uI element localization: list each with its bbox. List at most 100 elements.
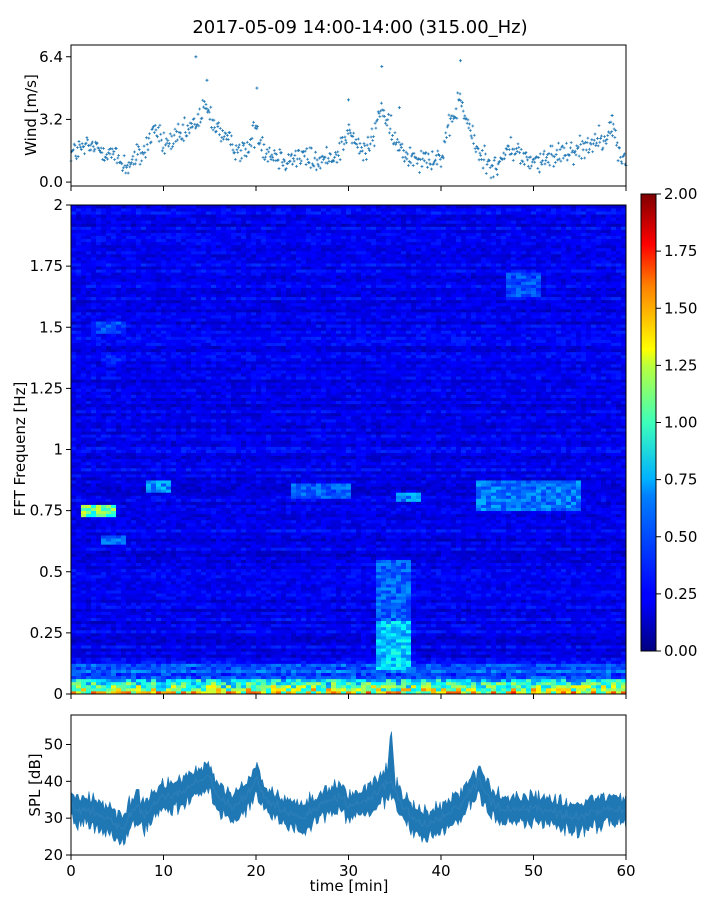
spectrogram-cell <box>461 648 467 652</box>
spectrogram-cell <box>411 608 417 612</box>
spectrogram-cell <box>586 632 592 637</box>
spectrogram-cell <box>461 654 467 658</box>
spectrogram-cell <box>456 593 462 597</box>
wind-point <box>237 145 240 149</box>
spectrogram-cell <box>471 684 477 689</box>
spectrogram-cell <box>161 672 167 677</box>
spectrogram-cell <box>411 611 417 615</box>
wind-point <box>448 134 452 138</box>
spectrogram-cell <box>576 660 582 664</box>
wind-point <box>387 131 391 135</box>
wind-point <box>400 142 404 146</box>
spectrogram-cell <box>561 632 567 637</box>
spectrogram-cell <box>591 635 597 640</box>
spectrogram-cell <box>116 690 122 695</box>
spectrogram-cell <box>541 645 547 649</box>
spectrogram-cell <box>276 605 282 609</box>
spectrogram-cell <box>611 632 617 637</box>
spectrogram-cell <box>161 614 167 618</box>
spectrogram-cell <box>541 577 547 582</box>
spectrogram-cell <box>261 678 267 683</box>
spectrogram-cell <box>461 583 467 588</box>
spectrogram-cell <box>476 583 482 588</box>
spectrogram-cell <box>121 587 127 591</box>
spectrogram-cell <box>166 602 172 606</box>
wind-point <box>185 134 189 138</box>
wind-point <box>307 161 311 165</box>
spectrogram-cell <box>101 651 107 655</box>
spectrogram-cell <box>141 574 147 579</box>
spectrogram-cell <box>496 678 502 683</box>
spectrogram-cell <box>261 648 267 652</box>
spectrogram-cell <box>501 620 507 625</box>
spectrogram-cell <box>76 593 82 597</box>
spectrogram-cell <box>441 605 447 609</box>
spectrogram-cell <box>256 590 262 594</box>
spectrogram-cell <box>496 608 502 612</box>
spectrogram-cell <box>486 617 492 622</box>
spectrogram-cell <box>581 599 587 603</box>
wind-point <box>289 154 293 158</box>
spectrogram-cell <box>296 593 302 597</box>
wind-point <box>324 161 328 165</box>
spectrogram-cell <box>581 666 587 670</box>
spectrogram-cell <box>276 599 282 603</box>
spectrogram-cell <box>376 577 382 582</box>
spectrogram-cell <box>536 651 542 655</box>
spectrogram-cell <box>366 657 372 661</box>
wind-point <box>388 127 392 131</box>
spectrogram-cell <box>191 663 197 667</box>
spectrogram-cell <box>246 620 252 625</box>
spectrogram-cell <box>141 580 147 585</box>
spectrogram-cell <box>326 587 332 591</box>
spectrogram-cell <box>591 632 597 637</box>
spectrogram-cell <box>96 596 102 600</box>
spectrogram-cell <box>496 666 502 670</box>
spectrogram-cell <box>96 638 102 643</box>
spectrogram-cell <box>476 648 482 652</box>
spectrogram-cell <box>236 577 242 582</box>
spectrogram-cell <box>91 638 97 643</box>
spectrogram-cell <box>106 690 112 695</box>
spectrogram-cell <box>501 681 507 686</box>
spectrogram-cell <box>251 580 257 585</box>
spectrogram-cell <box>416 605 422 609</box>
spectrogram-cell <box>421 626 427 631</box>
spectrogram-cell <box>256 587 262 591</box>
spectrogram-cell <box>186 687 192 692</box>
spectrogram-cell <box>451 614 457 618</box>
spectrogram-cell <box>516 684 522 689</box>
spectrogram-cell <box>126 687 132 692</box>
spectrogram-cell <box>306 587 312 591</box>
spectrogram-cell <box>266 602 272 606</box>
spectrogram-cell <box>141 623 147 628</box>
spectrogram-cell <box>116 666 122 670</box>
spectrogram-cell <box>466 690 472 695</box>
wind-point <box>485 163 489 166</box>
spectrogram-cell <box>356 687 362 692</box>
spectrogram-cell <box>471 587 477 591</box>
wind-point <box>314 150 317 154</box>
spectrogram-cell <box>566 611 572 615</box>
spectrogram-cell <box>621 626 627 631</box>
spectrogram-cell <box>171 577 177 582</box>
spectrogram-cell <box>616 675 622 680</box>
spectrogram-cell <box>601 577 607 582</box>
spectrogram-cell <box>566 663 572 667</box>
spectrogram-cell <box>341 593 347 597</box>
spectrogram-cell <box>301 593 307 597</box>
wind-point <box>415 162 419 166</box>
spectrogram-cell <box>266 626 272 631</box>
wind-point <box>156 126 160 129</box>
spectrogram-cell <box>396 577 402 582</box>
spectrogram-cell <box>276 654 282 658</box>
wind-point <box>273 151 277 155</box>
spectrogram-cell <box>261 681 267 686</box>
spectrogram-cell <box>386 602 392 606</box>
spectrogram-cell <box>331 654 337 658</box>
spectrogram-cell <box>246 690 252 695</box>
spectrogram-cell <box>446 645 452 649</box>
spectrogram-cell <box>256 638 262 643</box>
spectrogram-cell <box>201 629 207 634</box>
spectrogram-cell <box>571 605 577 609</box>
